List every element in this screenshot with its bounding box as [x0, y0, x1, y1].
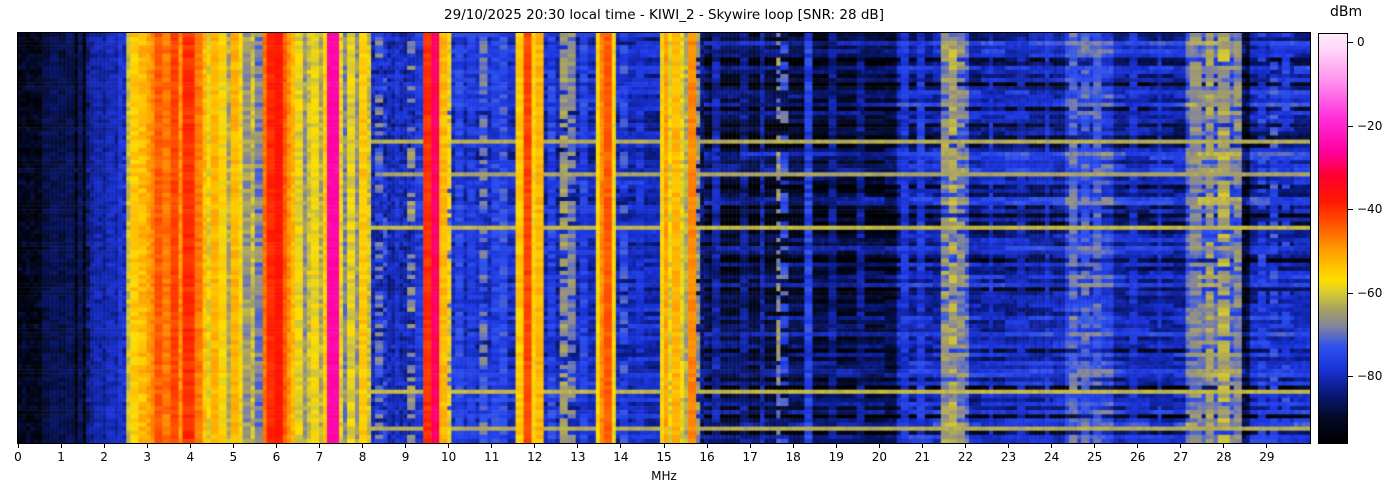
x-tick: [17, 444, 19, 448]
x-tick-label: 10: [441, 450, 457, 464]
x-tick: [577, 444, 579, 448]
x-tick-label: 29: [1259, 450, 1275, 464]
x-tick: [792, 444, 794, 448]
colorbar-tick: [1348, 42, 1353, 44]
colorbar: [1318, 33, 1348, 444]
x-tick-label: 20: [871, 450, 887, 464]
x-tick-label: 7: [315, 450, 324, 464]
x-tick: [835, 444, 837, 448]
colorbar-canvas: [1319, 34, 1347, 443]
colorbar-tick-label: −60: [1357, 285, 1383, 300]
x-tick-label: 25: [1087, 450, 1103, 464]
x-tick-label: 26: [1130, 450, 1146, 464]
x-tick: [491, 444, 493, 448]
x-tick-label: 12: [527, 450, 543, 464]
colorbar-unit-label: dBm: [1330, 4, 1363, 20]
x-tick: [620, 444, 622, 448]
x-tick: [1266, 444, 1268, 448]
x-tick: [1094, 444, 1096, 448]
x-tick-label: 6: [272, 450, 281, 464]
x-tick-label: 4: [186, 450, 195, 464]
x-tick-label: 13: [570, 450, 586, 464]
x-tick-label: 22: [957, 450, 974, 464]
chart-title: 29/10/2025 20:30 local time - KIWI_2 - S…: [444, 7, 884, 23]
x-tick-label: 11: [484, 450, 500, 464]
x-tick-label: 9: [401, 450, 410, 464]
x-tick-label: 16: [699, 450, 715, 464]
x-tick: [1180, 444, 1182, 448]
x-tick-label: 23: [1000, 450, 1017, 464]
x-tick: [1223, 444, 1225, 448]
x-tick: [318, 444, 320, 448]
x-tick: [275, 444, 277, 448]
x-tick: [921, 444, 923, 448]
x-tick: [534, 444, 536, 448]
x-tick-label: 28: [1216, 450, 1232, 464]
spectrogram-canvas: [18, 33, 1310, 443]
x-tick-label: 14: [613, 450, 629, 464]
x-tick: [964, 444, 966, 448]
x-tick-label: 17: [742, 450, 758, 464]
colorbar-tick-label: −20: [1357, 118, 1383, 133]
x-tick: [448, 444, 450, 448]
x-tick-label: 27: [1173, 450, 1189, 464]
x-tick-label: 8: [358, 450, 367, 464]
x-tick-label: 21: [914, 450, 931, 464]
x-tick: [1051, 444, 1053, 448]
colorbar-tick: [1348, 209, 1353, 211]
x-tick-label: 2: [100, 450, 108, 464]
x-tick: [405, 444, 407, 448]
x-tick: [878, 444, 880, 448]
x-tick-label: 1: [57, 450, 65, 464]
x-tick-label: 19: [828, 450, 844, 464]
colorbar-tick: [1348, 125, 1353, 127]
colorbar-tick-label: 0: [1357, 35, 1365, 50]
x-tick-label: 3: [143, 450, 152, 464]
x-tick: [103, 444, 105, 448]
x-tick: [706, 444, 708, 448]
x-tick: [1137, 444, 1139, 448]
x-tick: [146, 444, 148, 448]
x-tick-label: 18: [785, 450, 801, 464]
spectrogram-plot: [17, 32, 1311, 444]
x-tick: [663, 444, 665, 448]
x-tick: [232, 444, 234, 448]
colorbar-tick-label: −40: [1357, 202, 1383, 217]
x-tick: [60, 444, 62, 448]
x-tick: [189, 444, 191, 448]
x-tick-label: 15: [656, 450, 672, 464]
x-tick-label: 24: [1043, 450, 1060, 464]
colorbar-tick: [1348, 292, 1353, 294]
colorbar-tick-label: −80: [1357, 369, 1383, 384]
x-axis-unit-label: MHz: [651, 469, 677, 483]
x-tick: [362, 444, 364, 448]
x-tick-label: 0: [14, 450, 22, 464]
x-tick-label: 5: [229, 450, 238, 464]
colorbar-tick: [1348, 376, 1353, 378]
x-tick: [1008, 444, 1010, 448]
x-tick: [749, 444, 751, 448]
